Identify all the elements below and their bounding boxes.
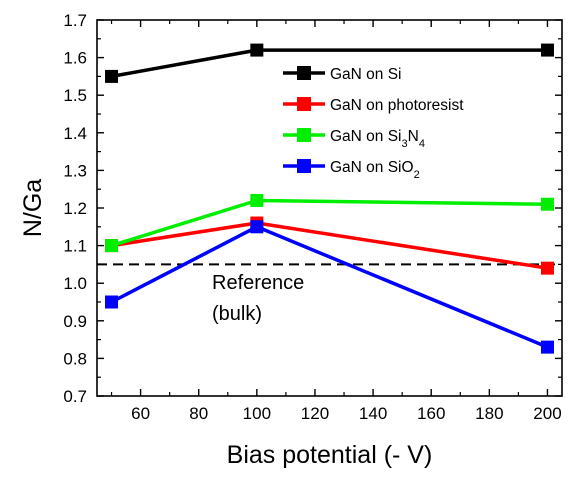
data-point <box>540 197 554 211</box>
x-tick-label: 200 <box>533 404 561 423</box>
data-point <box>250 193 264 207</box>
reference-label: (bulk) <box>212 303 262 325</box>
x-tick-label: 120 <box>301 404 329 423</box>
y-tick-label: 1.5 <box>63 86 87 105</box>
y-tick-label: 1.0 <box>63 274 87 293</box>
data-point <box>540 43 554 57</box>
legend-marker <box>297 66 311 80</box>
legend-text: GaN on Si <box>330 66 402 83</box>
x-tick-label: 80 <box>189 404 208 423</box>
legend-label: GaN on Si <box>330 66 402 83</box>
legend-text: N <box>408 128 419 145</box>
x-tick-label: 180 <box>475 404 503 423</box>
x-tick-label: 60 <box>131 404 150 423</box>
legend-subscript: 4 <box>419 138 425 150</box>
legend-label: GaN on Si3N4 <box>330 128 425 150</box>
y-tick-label: 1.6 <box>63 49 87 68</box>
data-point <box>105 69 119 83</box>
legend-label: GaN on photoresist <box>330 97 464 114</box>
series-line <box>111 221 548 270</box>
y-tick-label: 0.7 <box>63 387 87 406</box>
y-tick-label: 1.3 <box>63 161 87 180</box>
data-point <box>250 43 264 57</box>
legend-subscript: 3 <box>402 138 408 150</box>
x-tick-label: 100 <box>243 404 271 423</box>
x-axis-title: Bias potential (- V) <box>227 441 433 469</box>
y-tick-label: 1.2 <box>63 199 87 218</box>
y-tick-label: 0.9 <box>63 312 87 331</box>
data-point <box>105 295 119 309</box>
legend-text: GaN on photoresist <box>330 97 464 114</box>
legend-text: GaN on SiO <box>330 159 414 176</box>
series-line <box>111 198 548 248</box>
y-tick-label: 0.8 <box>63 349 87 368</box>
data-point <box>540 340 554 354</box>
legend-marker <box>297 97 311 111</box>
y-axis-title: N/Ga <box>19 179 47 237</box>
legend-subscript: 2 <box>414 169 420 181</box>
legend-text: GaN on Si <box>330 128 402 145</box>
y-tick-label: 1.4 <box>63 124 87 143</box>
legend-marker <box>297 159 311 173</box>
x-tick-label: 160 <box>417 404 445 423</box>
y-tick-label: 1.1 <box>63 237 87 256</box>
series-line <box>110 225 549 349</box>
data-point <box>250 220 264 234</box>
data-point <box>540 261 554 275</box>
x-tick-label: 140 <box>359 404 387 423</box>
data-point <box>105 239 119 253</box>
y-tick-label: 1.7 <box>63 11 87 30</box>
legend-marker <box>297 128 311 142</box>
legend-label: GaN on SiO2 <box>330 159 420 181</box>
reference-label: Reference <box>212 272 304 294</box>
